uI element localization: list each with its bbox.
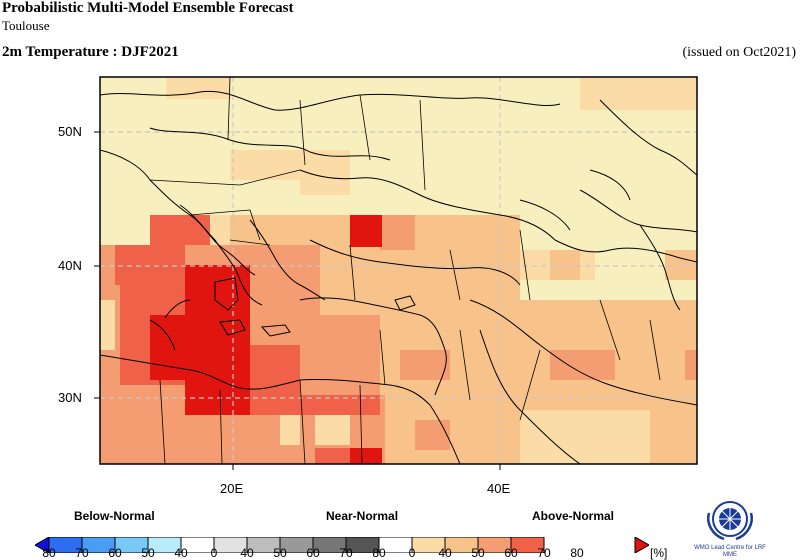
lat-label-50n: 50N — [58, 124, 82, 139]
legend-near-normal: Near-Normal — [326, 509, 399, 523]
legend-bar — [35, 537, 649, 553]
chart-title: Probabilistic Multi-Model Ensemble Forec… — [2, 0, 294, 16]
issued-date: (issued on Oct2021) — [682, 45, 796, 60]
legend-tick-label: 0 — [210, 546, 218, 560]
chart-subtitle: Toulouse — [2, 18, 50, 33]
legend-tick-label: 60 — [306, 546, 320, 560]
legend-tick-label: 40 — [438, 546, 452, 560]
legend-tick-label: 50 — [273, 546, 287, 560]
legend-below-normal: Below-Normal — [74, 509, 155, 523]
legend-unit: [%] — [650, 546, 668, 560]
map-frame — [99, 76, 698, 465]
grid-lines — [100, 77, 697, 464]
lon-label-40e: 40E — [487, 481, 511, 496]
legend-tick-label: 60 — [504, 546, 518, 560]
legend-above-normal: Above-Normal — [532, 509, 615, 523]
wmo-logo-text: WMO Lead Centre for LRF MME — [694, 545, 766, 558]
legend-tick-label: 70 — [339, 546, 353, 560]
legend-tick-label: 40 — [174, 546, 188, 560]
coastlines — [100, 90, 697, 464]
variable-label: 2m Temperature : DJF2021 — [2, 44, 179, 60]
legend-cell — [510, 537, 545, 553]
legend-tick-label: 80 — [570, 546, 584, 560]
legend-tick-label: 0 — [408, 546, 416, 560]
lon-label-20e: 20E — [220, 481, 244, 496]
legend-arrow-right — [634, 537, 649, 553]
wmo-emblem-icon — [707, 501, 753, 541]
legend-tick-label: 60 — [108, 546, 122, 560]
legend-tick-label: 80 — [42, 546, 56, 560]
legend-tick-label: 70 — [537, 546, 551, 560]
color-legend — [35, 537, 649, 553]
legend-tick-label: 40 — [240, 546, 254, 560]
axis-ticks — [94, 131, 501, 470]
legend-tick-label: 70 — [75, 546, 89, 560]
legend-tick-label: 50 — [471, 546, 485, 560]
wmo-logo — [700, 495, 760, 560]
legend-tick-label: 50 — [141, 546, 155, 560]
legend-tick-label: 80 — [372, 546, 386, 560]
probability-shading — [100, 77, 697, 464]
borders — [149, 77, 661, 464]
lat-label-30n: 30N — [58, 390, 82, 405]
lat-label-40n: 40N — [58, 258, 82, 273]
